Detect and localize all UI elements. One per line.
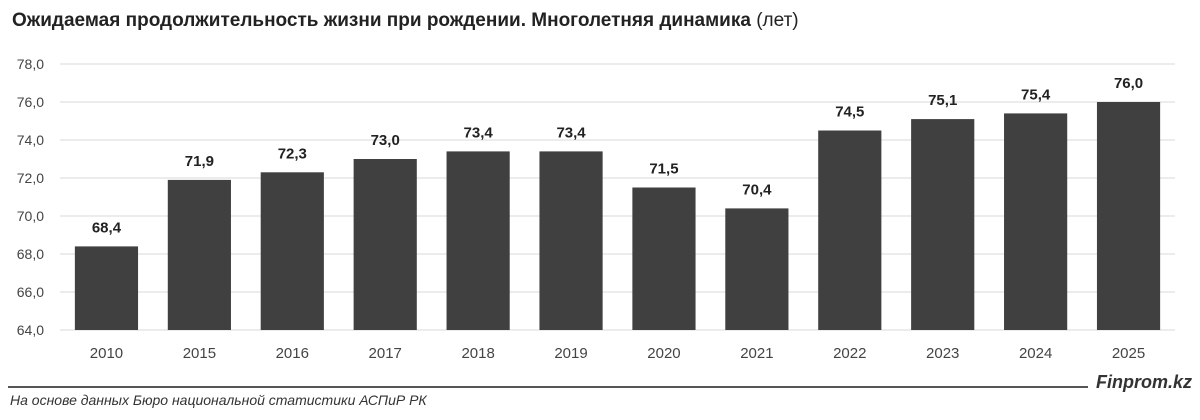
y-tick-label: 70,0 <box>17 208 44 224</box>
y-tick-label: 66,0 <box>17 284 44 300</box>
y-tick-label: 72,0 <box>17 170 44 186</box>
bar <box>353 159 417 330</box>
data-label: 72,3 <box>278 145 307 162</box>
x-tick-label: 2016 <box>276 345 309 362</box>
data-label: 71,5 <box>649 161 678 178</box>
chart-title-main: Ожидаемая продолжительность жизни при ро… <box>12 10 751 31</box>
bar <box>818 130 882 330</box>
data-label: 76,0 <box>1114 75 1143 92</box>
brand-label: Finprom.kz <box>1095 372 1192 392</box>
y-tick-label: 76,0 <box>17 94 44 110</box>
data-label: 74,5 <box>835 104 864 121</box>
bar <box>725 208 789 330</box>
x-tick-label: 2017 <box>369 345 402 362</box>
data-label: 73,4 <box>464 124 494 141</box>
bar <box>167 179 231 330</box>
data-label: 75,1 <box>928 92 957 109</box>
x-tick-label: 2018 <box>461 345 494 362</box>
x-tick-label: 2010 <box>90 345 123 362</box>
chart-title: Ожидаемая продолжительность жизни при ро… <box>12 10 799 32</box>
data-label: 71,9 <box>185 153 214 170</box>
source-note: На основе данных Бюро национальной стати… <box>10 392 427 408</box>
x-tick-label: 2021 <box>740 345 773 362</box>
y-tick-label: 64,0 <box>17 322 44 338</box>
x-tick-label: 2019 <box>554 345 587 362</box>
y-tick-label: 74,0 <box>17 132 44 148</box>
y-tick-label: 68,0 <box>17 246 44 262</box>
chart-title-unit: (лет) <box>756 10 799 31</box>
data-label: 68,4 <box>92 219 122 236</box>
bar <box>1096 102 1161 330</box>
x-tick-label: 2025 <box>1112 345 1145 362</box>
data-label: 70,4 <box>742 181 772 198</box>
data-label: 75,4 <box>1021 86 1051 103</box>
bar <box>74 246 139 330</box>
bar <box>1004 113 1068 331</box>
y-tick-label: 78,0 <box>17 56 44 72</box>
x-tick-label: 2024 <box>1019 345 1052 362</box>
bar <box>539 151 603 330</box>
x-tick-label: 2022 <box>833 345 866 362</box>
data-label: 73,4 <box>556 124 586 141</box>
bar <box>632 187 696 330</box>
bar <box>911 119 975 330</box>
x-tick-label: 2023 <box>926 345 959 362</box>
x-tick-label: 2015 <box>183 345 216 362</box>
data-label: 73,0 <box>371 132 400 149</box>
footer-divider <box>8 386 1088 388</box>
bar <box>446 151 510 330</box>
bar <box>260 172 324 330</box>
x-tick-label: 2020 <box>647 345 680 362</box>
